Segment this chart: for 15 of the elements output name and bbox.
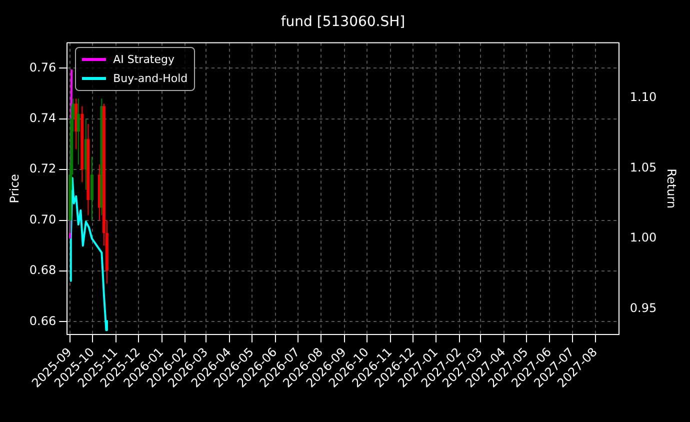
y2-tick-label: 0.95: [630, 301, 657, 316]
y-tick-label: 0.74: [29, 110, 56, 125]
y-axis-title: Price: [7, 174, 22, 204]
y2-tick-label: 1.05: [630, 160, 657, 174]
chart-title: fund [513060.SH]: [280, 14, 406, 30]
y2-tick-label: 1.00: [630, 230, 657, 245]
y-tick-label: 0.76: [29, 60, 56, 74]
y2-axis-title: Return: [664, 168, 679, 208]
y-tick-label: 0.66: [29, 314, 56, 328]
y2-tick-label: 1.10: [630, 90, 657, 104]
y-tick-label: 0.72: [29, 162, 56, 176]
y-tick-label: 0.70: [29, 212, 56, 226]
legend-label: AI Strategy: [113, 52, 175, 66]
y-tick-label: 0.68: [29, 263, 56, 278]
legend-label: Buy-and-Hold: [113, 72, 188, 85]
